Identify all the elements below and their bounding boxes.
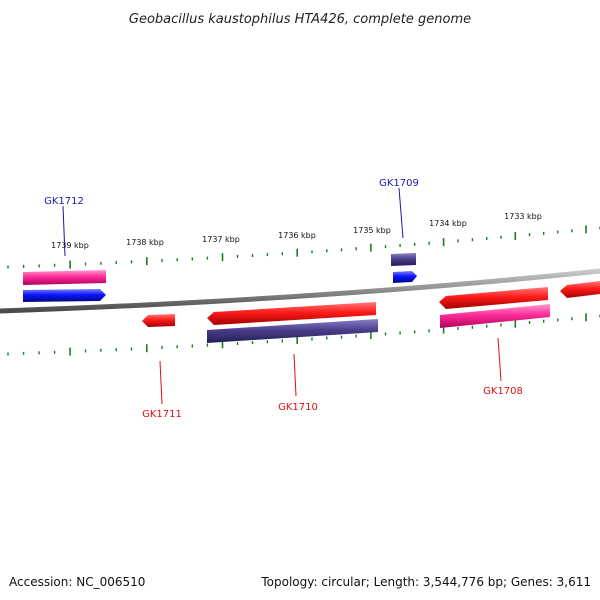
tick-label-1734: 1734 kbp xyxy=(429,219,467,228)
accession-text: Accession: NC_006510 xyxy=(9,575,145,589)
tick-label-1737: 1737 kbp xyxy=(202,235,240,244)
gene-gk1708-bar[interactable] xyxy=(440,304,550,328)
gene-gk1708-arrow[interactable] xyxy=(439,287,548,309)
gk1710-leader-line xyxy=(293,353,297,397)
gene-gk1712-pink-bar[interactable] xyxy=(23,270,106,285)
gene-label-gk1708[interactable]: GK1708 xyxy=(483,386,523,397)
gene-gk1709-arrow[interactable] xyxy=(393,271,417,283)
genome-title: Geobacillus kaustophilus HTA426, complet… xyxy=(129,12,471,27)
gene-gk1710-bar[interactable] xyxy=(207,319,378,343)
tick-label-1739: 1739 kbp xyxy=(51,241,89,250)
gene-label-gk1709[interactable]: GK1709 xyxy=(379,178,419,189)
gene-edge-arrow[interactable] xyxy=(560,281,600,298)
tick-label-1736: 1736 kbp xyxy=(278,231,316,240)
tick-label-1733: 1733 kbp xyxy=(504,212,542,221)
outer-tick-track xyxy=(7,225,600,269)
gk1711-leader-line xyxy=(159,360,163,405)
gk1712-leader-line xyxy=(62,205,66,257)
gk1708-leader-line xyxy=(497,337,502,382)
gene-gk1711-arrow[interactable] xyxy=(142,314,175,327)
gene-gk1710-arrow[interactable] xyxy=(207,302,376,325)
gk1709-leader-line xyxy=(398,187,404,239)
topology-text: Topology: circular; Length: 3,544,776 bp… xyxy=(260,575,591,589)
genome-backbone xyxy=(0,268,600,314)
tick-label-1738: 1738 kbp xyxy=(126,238,164,247)
gene-label-gk1712[interactable]: GK1712 xyxy=(44,196,84,207)
gene-label-gk1711[interactable]: GK1711 xyxy=(142,409,182,420)
gene-gk1712-arrow[interactable] xyxy=(23,289,106,302)
tick-label-1735: 1735 kbp xyxy=(353,226,391,235)
gene-label-gk1710[interactable]: GK1710 xyxy=(278,402,318,413)
gene-gk1709-bar[interactable] xyxy=(391,253,416,266)
